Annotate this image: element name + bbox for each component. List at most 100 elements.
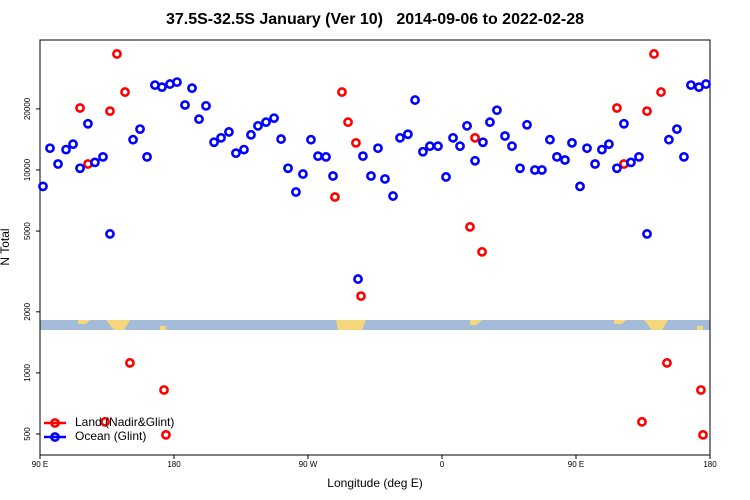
point — [582, 143, 592, 154]
point — [380, 174, 390, 184]
y-tick-label: 1000 — [23, 363, 32, 381]
point — [172, 77, 182, 88]
point — [552, 151, 562, 162]
point — [276, 134, 286, 144]
point — [330, 192, 340, 202]
point — [261, 117, 271, 128]
point — [465, 222, 475, 232]
legend-marker — [50, 418, 60, 428]
point — [38, 181, 48, 192]
point — [112, 49, 122, 59]
point — [216, 132, 226, 143]
point — [455, 141, 465, 152]
point — [448, 132, 458, 143]
x-axis-label: Longitude (deg E) — [327, 476, 422, 490]
point — [537, 165, 547, 175]
point — [679, 151, 689, 162]
point — [105, 229, 115, 239]
plot-frame — [39, 39, 711, 456]
x-tick-label: 180 — [703, 460, 717, 469]
point — [231, 148, 241, 159]
y-tick-label: 20000 — [23, 97, 32, 120]
point — [626, 157, 636, 168]
point — [159, 385, 169, 395]
point — [283, 163, 293, 174]
point — [306, 134, 316, 145]
point — [642, 229, 652, 239]
point — [410, 95, 420, 105]
x-tick-label: 0 — [440, 460, 445, 469]
point — [485, 117, 495, 128]
point — [157, 82, 167, 93]
ocean-strip — [40, 320, 710, 330]
point — [418, 146, 428, 157]
point — [575, 181, 585, 192]
point — [239, 144, 249, 155]
point — [698, 429, 708, 440]
point — [356, 291, 366, 302]
point — [388, 191, 398, 201]
x-tick-label: 90 E — [568, 460, 584, 469]
point — [462, 120, 472, 131]
point — [425, 141, 435, 152]
legend-marker — [50, 432, 60, 442]
point — [353, 274, 363, 284]
map-strip — [40, 320, 710, 330]
point — [358, 151, 368, 162]
point — [269, 113, 279, 124]
point — [441, 172, 451, 182]
point — [403, 129, 413, 140]
point — [477, 246, 487, 257]
point — [664, 134, 674, 145]
point — [395, 132, 405, 143]
point — [343, 117, 353, 128]
point — [351, 137, 361, 148]
point — [373, 143, 383, 154]
point — [686, 80, 696, 90]
point — [75, 163, 85, 174]
point — [567, 137, 577, 148]
point — [696, 385, 706, 395]
y-tick-label: 5000 — [23, 222, 32, 240]
point — [545, 134, 555, 145]
point — [492, 105, 502, 116]
legend-label: Land (Nadir&Glint) — [75, 415, 174, 429]
point — [53, 159, 63, 169]
point — [590, 159, 600, 169]
point — [291, 187, 301, 197]
point — [105, 106, 115, 117]
point — [634, 151, 644, 162]
point — [209, 137, 219, 148]
point — [672, 124, 682, 135]
point — [701, 79, 711, 89]
point — [68, 139, 78, 150]
point — [83, 118, 93, 129]
point — [98, 151, 108, 162]
point — [662, 358, 672, 368]
point — [75, 103, 85, 113]
y-axis-label: N Total — [0, 228, 12, 265]
x-tick-label: 90 E — [32, 460, 48, 469]
point — [656, 87, 666, 97]
point — [128, 134, 138, 145]
point — [253, 120, 263, 131]
point — [507, 141, 517, 152]
chart-title: 37.5S-32.5S January (Ver 10) 2014-09-06 … — [166, 11, 584, 28]
point — [604, 139, 614, 150]
point — [45, 143, 55, 154]
x-tick-label: 180 — [167, 460, 181, 469]
point — [328, 171, 338, 181]
point — [90, 157, 100, 168]
point — [478, 137, 488, 148]
point — [224, 127, 234, 137]
point — [649, 49, 659, 59]
point — [180, 100, 190, 110]
point — [515, 163, 525, 174]
point — [522, 119, 532, 130]
point — [500, 131, 510, 141]
point — [337, 87, 347, 97]
point — [125, 358, 135, 368]
point — [619, 118, 629, 129]
point — [560, 155, 570, 165]
